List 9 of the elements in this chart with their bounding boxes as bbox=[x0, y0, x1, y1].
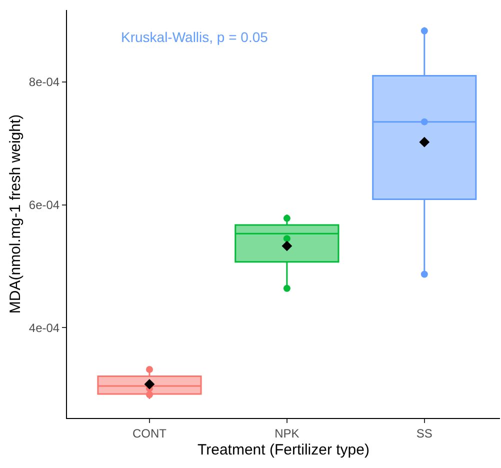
y-axis-title: MDA(nmol.mg-1 fresh weight) bbox=[7, 114, 24, 314]
y-tick-label: 6e-04 bbox=[28, 198, 60, 212]
x-tick-label: CONT bbox=[132, 426, 168, 440]
y-tick-label: 8e-04 bbox=[28, 75, 60, 90]
x-tick-label: NPK bbox=[274, 426, 300, 440]
y-tick-label: 4e-04 bbox=[28, 320, 60, 335]
x-tick-label: SS bbox=[416, 426, 432, 440]
annotation: Kruskal-Wallis, p = 0.05 bbox=[121, 29, 268, 45]
x-axis-title: Treatment (Fertilizer type) bbox=[198, 441, 370, 458]
